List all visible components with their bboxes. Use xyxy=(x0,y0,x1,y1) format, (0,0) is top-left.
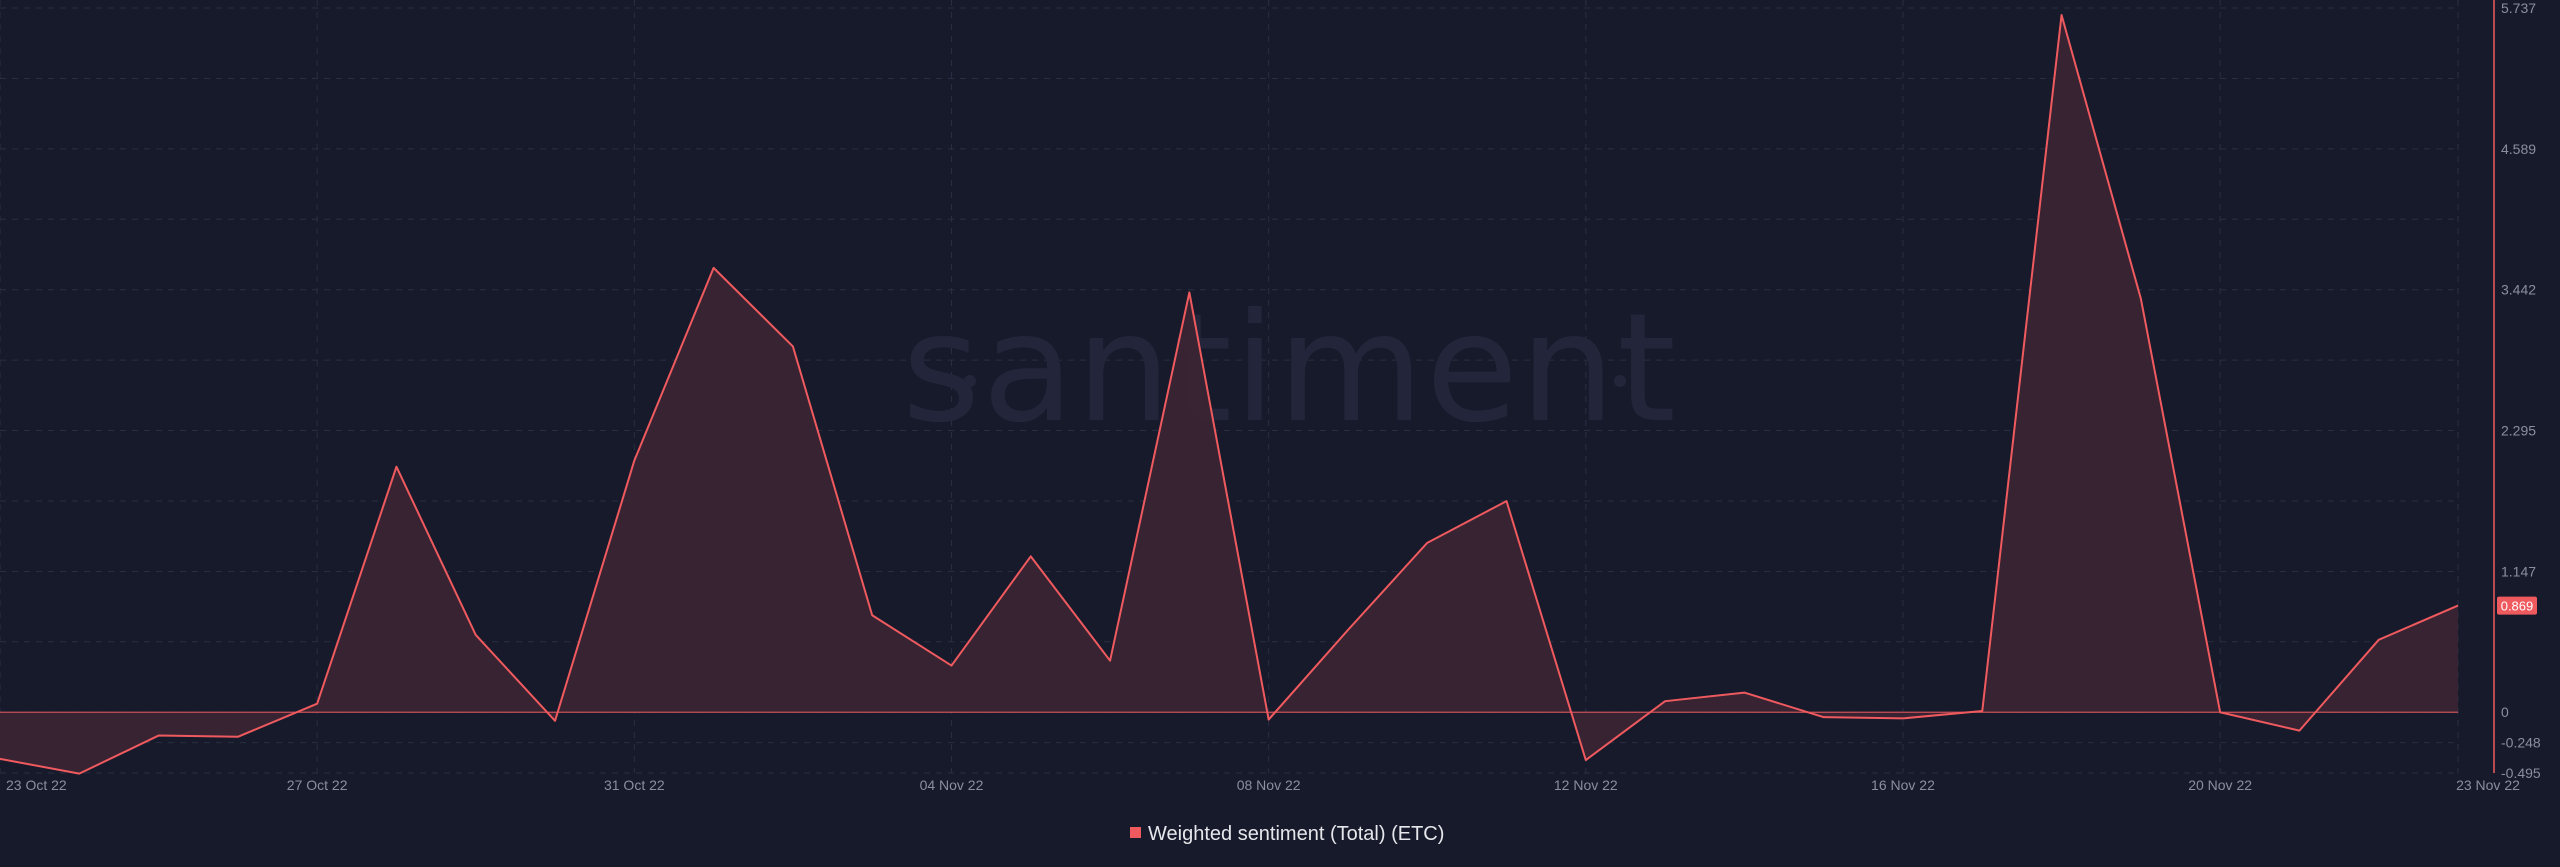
data-point-25 xyxy=(1981,710,1984,713)
data-point-30 xyxy=(2377,638,2380,641)
data-point-7 xyxy=(554,719,557,722)
last-value-badge xyxy=(2497,596,2537,615)
legend-swatch xyxy=(1130,827,1141,838)
y-tick-label-4: 1.147 xyxy=(2501,563,2536,579)
data-point-17 xyxy=(1346,628,1349,631)
series-layer xyxy=(0,13,2460,775)
data-point-13 xyxy=(1029,555,1032,558)
data-point-3 xyxy=(236,735,239,738)
data-point-19 xyxy=(1505,500,1508,503)
y-tick-label-0: 5.737 xyxy=(2501,0,2536,16)
data-point-27 xyxy=(2139,297,2142,300)
y-tick-label-5: 0 xyxy=(2501,704,2509,720)
data-point-21 xyxy=(1664,700,1667,703)
x-tick-label-8: 23 Nov 22 xyxy=(2456,777,2520,793)
data-point-4 xyxy=(316,702,319,705)
data-point-24 xyxy=(1901,717,1904,720)
data-point-20 xyxy=(1584,759,1587,762)
y-tick-label-6: -0.248 xyxy=(2501,735,2541,751)
data-point-1 xyxy=(78,772,81,775)
x-tick-label-2: 31 Oct 22 xyxy=(604,777,665,793)
x-tick-label-0: 23 Oct 22 xyxy=(6,777,67,793)
data-point-14 xyxy=(1109,659,1112,662)
data-point-15 xyxy=(1188,291,1191,294)
data-point-11 xyxy=(871,614,874,617)
data-point-6 xyxy=(474,633,477,636)
series-area xyxy=(0,14,2458,774)
y-tick-label-7: -0.495 xyxy=(2501,765,2541,781)
watermark-dot-right xyxy=(1614,375,1626,387)
data-point-10 xyxy=(791,345,794,348)
data-point-31 xyxy=(2457,604,2460,607)
x-tick-label-5: 12 Nov 22 xyxy=(1554,777,1618,793)
data-point-2 xyxy=(157,734,160,737)
x-tick-label-6: 16 Nov 22 xyxy=(1871,777,1935,793)
data-point-5 xyxy=(395,465,398,468)
axis-layer: 5.7374.5893.4422.2951.1470-0.248-0.49523… xyxy=(6,0,2541,793)
legend-label: Weighted sentiment (Total) (ETC) xyxy=(1148,823,1444,845)
y-tick-label-2: 3.442 xyxy=(2501,282,2536,298)
grid-layer xyxy=(0,0,2460,774)
santiment-watermark: santiment xyxy=(902,282,1678,456)
x-tick-label-7: 20 Nov 22 xyxy=(2188,777,2252,793)
data-point-16 xyxy=(1267,718,1270,721)
legend[interactable]: Weighted sentiment (Total) (ETC) xyxy=(1130,823,1444,845)
series-line xyxy=(0,13,2459,775)
data-point-18 xyxy=(1426,541,1429,544)
data-point-26 xyxy=(2060,13,2063,16)
x-tick-label-4: 08 Nov 22 xyxy=(1237,777,1301,793)
data-point-8 xyxy=(633,459,636,462)
x-tick-label-1: 27 Oct 22 xyxy=(287,777,348,793)
x-tick-label-3: 04 Nov 22 xyxy=(920,777,984,793)
watermark-dot-left xyxy=(964,375,976,387)
y-tick-label-1: 4.589 xyxy=(2501,141,2536,157)
data-point-22 xyxy=(1743,691,1746,694)
data-point-23 xyxy=(1822,716,1825,719)
y-tick-label-3: 2.295 xyxy=(2501,423,2536,439)
last-value-label: 0.869 xyxy=(2501,599,2534,614)
data-point-29 xyxy=(2298,729,2301,732)
data-point-12 xyxy=(950,664,953,667)
data-point-9 xyxy=(712,266,715,269)
data-point-28 xyxy=(2219,711,2222,714)
